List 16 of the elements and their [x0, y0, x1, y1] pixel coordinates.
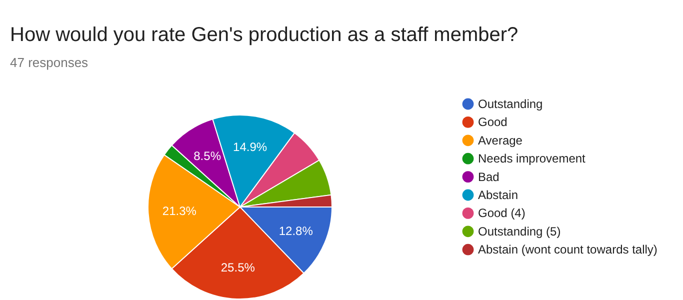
legend-label: Bad — [478, 170, 500, 184]
data-label: 8.5% — [194, 148, 222, 163]
data-label: 12.8% — [278, 224, 314, 238]
legend-label: Outstanding — [478, 97, 543, 111]
legend-label: Average — [478, 133, 523, 148]
legend-label: Good — [478, 115, 508, 130]
chart-title: How would you rate Gen's production as a staff member? — [10, 24, 518, 46]
legend-label: Abstain (wont count towards tally) — [478, 242, 658, 257]
legend-label: Needs improvement — [478, 152, 586, 166]
legend-label: Good (4) — [478, 206, 526, 220]
data-label: 21.3% — [162, 204, 197, 218]
data-label: 25.5% — [220, 260, 256, 275]
chart-subtitle: 47 responses — [10, 55, 89, 70]
legend-label: Outstanding (5) — [478, 224, 561, 238]
legend-label: Abstain — [478, 188, 518, 202]
data-label: 14.9% — [233, 140, 268, 154]
